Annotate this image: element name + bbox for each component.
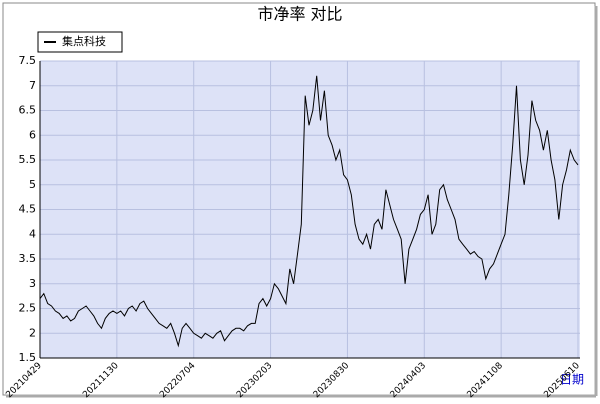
y-tick-label: 6	[29, 128, 36, 141]
y-tick-label: 4	[29, 227, 36, 240]
y-tick-label: 7	[29, 79, 36, 92]
y-tick-label: 2.5	[19, 302, 37, 315]
y-tick-label: 3	[29, 277, 36, 290]
y-tick-label: 7.5	[19, 54, 37, 67]
legend-label: 集点科技	[62, 34, 106, 48]
y-tick-label: 5	[29, 178, 36, 191]
y-tick-label: 3.5	[19, 252, 37, 265]
y-tick-label: 6.5	[19, 104, 37, 117]
chart-title: 市净率 对比	[257, 5, 342, 24]
series-line	[39, 75, 579, 348]
y-tick-label: 2	[29, 326, 36, 339]
legend	[37, 31, 123, 53]
y-tick-label: 4.5	[19, 203, 37, 216]
y-tick-label: 5.5	[19, 153, 37, 166]
x-axis-label: 日期	[560, 373, 584, 387]
y-tick-label: 1.5	[19, 351, 37, 364]
